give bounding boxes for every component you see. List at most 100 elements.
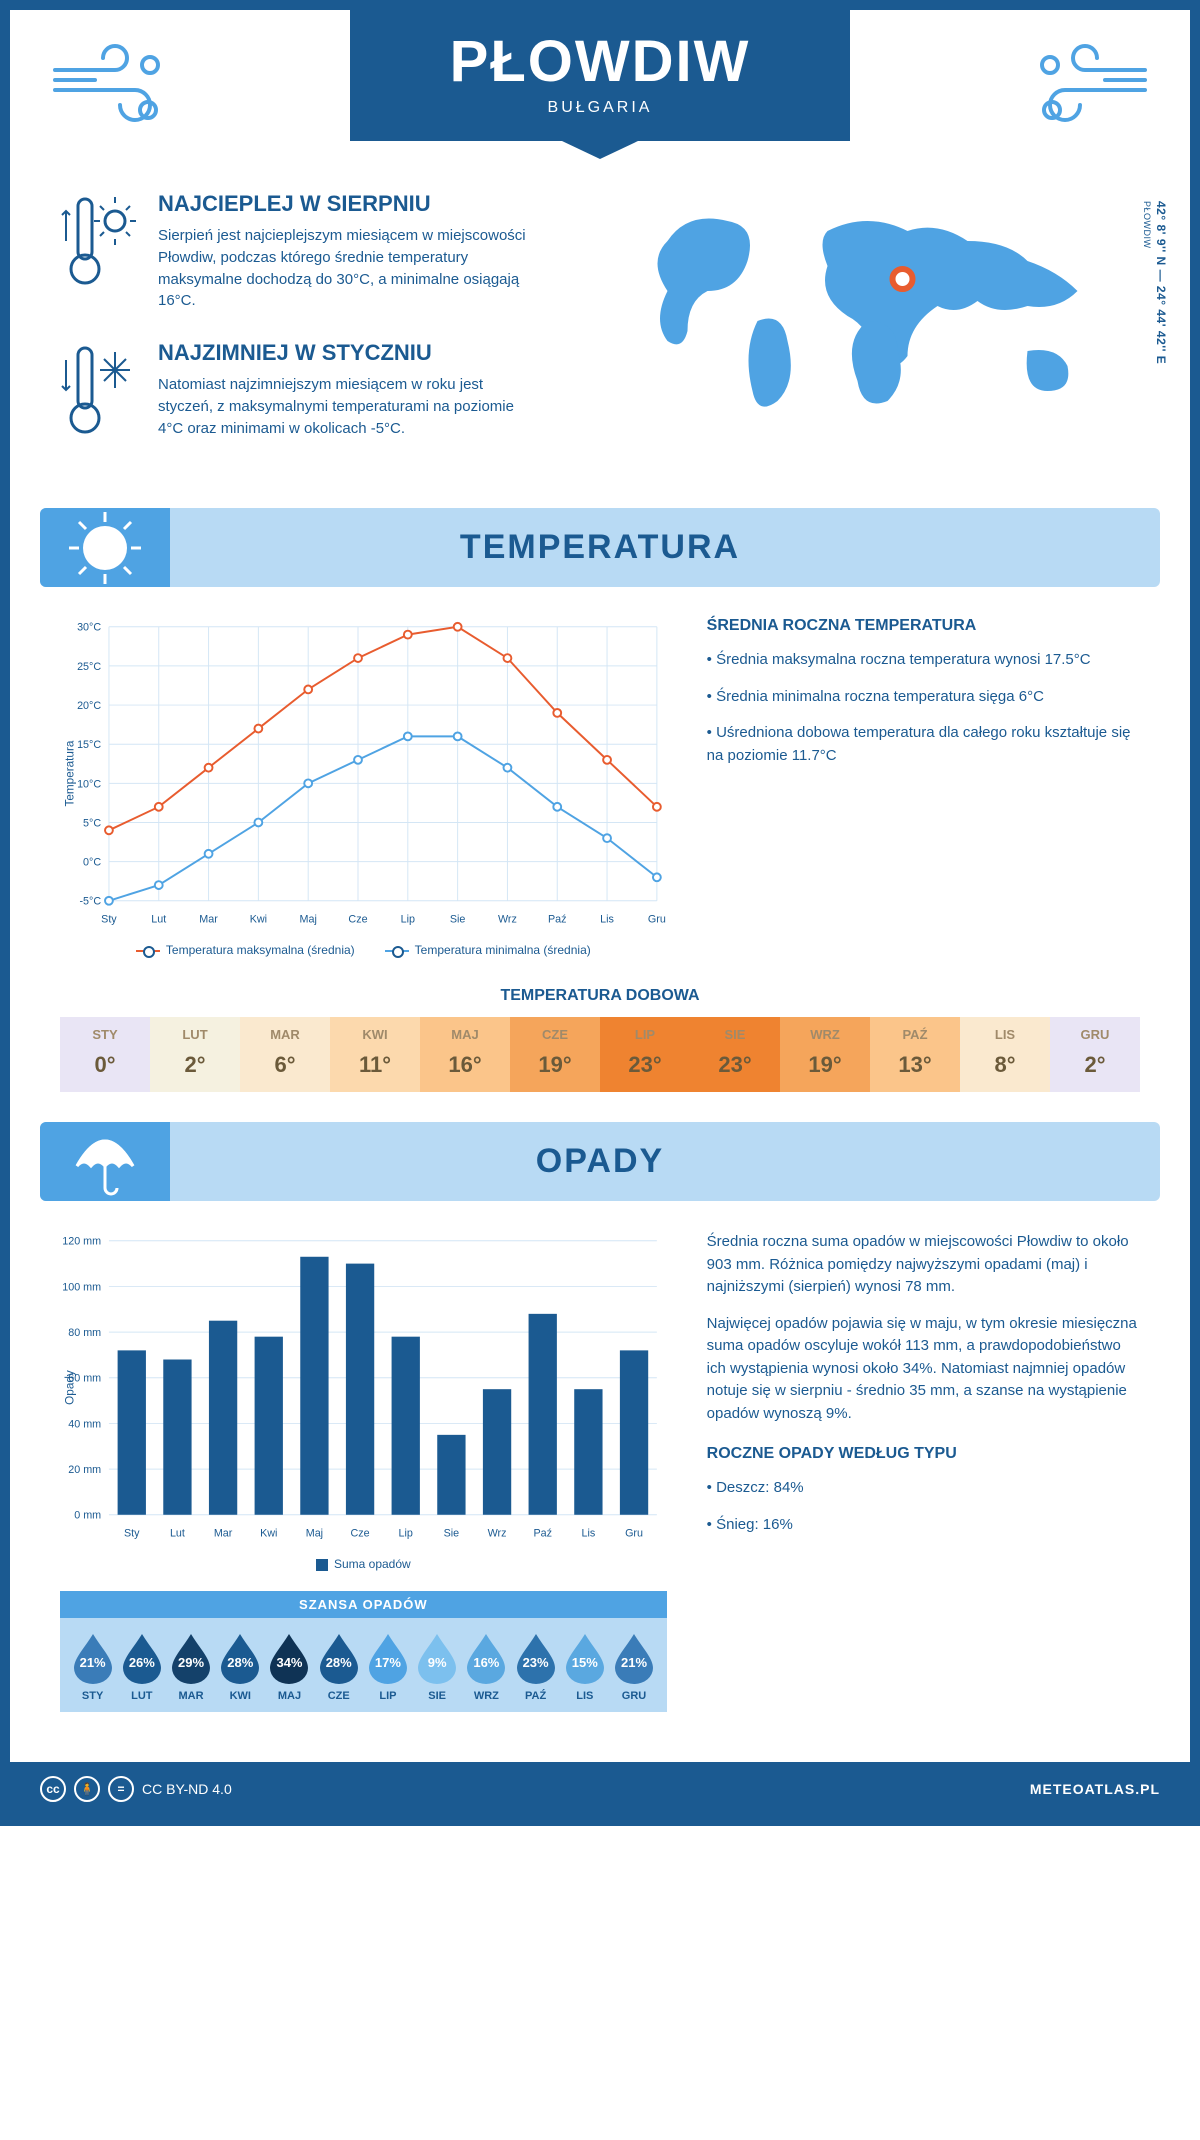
temp-summary: ŚREDNIA ROCZNA TEMPERATURA • Średnia mak… (707, 617, 1140, 957)
svg-text:Paź: Paź (533, 1527, 552, 1539)
svg-text:Sie: Sie (450, 913, 466, 925)
chance-drop: 28%CZE (316, 1632, 361, 1702)
daily-month: LUT (150, 1027, 240, 1042)
svg-text:Gru: Gru (625, 1527, 643, 1539)
wind-decoration-right (1030, 40, 1150, 130)
world-map-block: 42° 8' 9'' N — 24° 44' 42'' E PŁOWDIW (615, 191, 1140, 468)
chance-title: SZANSA OPADÓW (60, 1591, 667, 1618)
daily-month: STY (60, 1027, 150, 1042)
chance-drop: 26% LUT (119, 1632, 164, 1702)
precip-p1: Średnia roczna suma opadów w miejscowośc… (707, 1231, 1140, 1299)
precip-legend-label: Suma opadów (334, 1557, 411, 1571)
svg-text:Lis: Lis (600, 913, 614, 925)
section-precip-header: OPADY (40, 1122, 1160, 1201)
title-banner: PŁOWDIW BUŁGARIA (350, 10, 850, 141)
chance-drop: 16%WRZ (464, 1632, 509, 1702)
precip-p2: Najwięcej opadów pojawia się w maju, w t… (707, 1313, 1140, 1426)
infographic-page: PŁOWDIW BUŁGARIA NAJCIEPLEJ W SIERPNIU S… (0, 0, 1200, 1826)
climate-facts: NAJCIEPLEJ W SIERPNIU Sierpień jest najc… (60, 191, 585, 468)
precip-chance-block: SZANSA OPADÓW 21%STY26%LUT29%MAR28%KWI34… (60, 1591, 667, 1712)
temperature-chart-row: -5°C0°C5°C10°C15°C20°C25°C30°CStyLutMarK… (10, 587, 1190, 977)
coordinates: 42° 8' 9'' N — 24° 44' 42'' E PŁOWDIW (1140, 201, 1168, 364)
svg-text:40 mm: 40 mm (68, 1418, 101, 1430)
country-name: BUŁGARIA (390, 99, 810, 117)
svg-text:Lis: Lis (582, 1527, 596, 1539)
daily-cell: MAR6° (240, 1017, 330, 1092)
precip-type-2: • Śnieg: 16% (707, 1514, 1140, 1537)
chance-value: 26% (129, 1655, 155, 1670)
chance-value: 17% (375, 1655, 401, 1670)
svg-text:0 mm: 0 mm (74, 1510, 101, 1522)
warmest-title: NAJCIEPLEJ W SIERPNIU (158, 191, 538, 217)
precip-bar-chart: 0 mm20 mm40 mm60 mm80 mm100 mm120 mmStyL… (60, 1231, 667, 1712)
svg-text:Maj: Maj (306, 1527, 323, 1539)
svg-text:Sie: Sie (444, 1527, 460, 1539)
daily-value: 19° (780, 1052, 870, 1078)
license-text: CC BY-ND 4.0 (142, 1781, 232, 1797)
precip-type-title: ROCZNE OPADY WEDŁUG TYPU (707, 1445, 1140, 1463)
chance-value: 15% (572, 1655, 598, 1670)
daily-value: 11° (330, 1052, 420, 1078)
info-section: NAJCIEPLEJ W SIERPNIU Sierpień jest najc… (10, 151, 1190, 498)
daily-temp-title: TEMPERATURA DOBOWA (10, 987, 1190, 1005)
daily-month: MAJ (420, 1027, 510, 1042)
chance-value: 29% (178, 1655, 204, 1670)
header: PŁOWDIW BUŁGARIA (10, 10, 1190, 151)
daily-temp-table: STY0°LUT2°MAR6°KWI11°MAJ16°CZE19°LIP23°S… (60, 1017, 1140, 1092)
svg-text:Cze: Cze (348, 913, 367, 925)
chance-month: STY (70, 1690, 115, 1702)
chance-month: LUT (119, 1690, 164, 1702)
daily-cell: LIP23° (600, 1017, 690, 1092)
svg-text:Mar: Mar (214, 1527, 233, 1539)
chance-drop: 34%MAJ (267, 1632, 312, 1702)
chance-drop: 15%LIS (562, 1632, 607, 1702)
city-name: PŁOWDIW (390, 28, 810, 95)
chance-month: GRU (611, 1690, 656, 1702)
svg-text:Lut: Lut (170, 1527, 185, 1539)
svg-text:Cze: Cze (351, 1527, 370, 1539)
sun-icon (40, 508, 170, 587)
chance-value: 21% (80, 1655, 106, 1670)
daily-month: WRZ (780, 1027, 870, 1042)
daily-value: 0° (60, 1052, 150, 1078)
svg-text:120 mm: 120 mm (62, 1236, 101, 1248)
thermometer-sun-icon (60, 191, 140, 291)
coord-lon: 24° 44' 42'' E (1154, 286, 1168, 364)
chance-drop: 29% MAR (168, 1632, 213, 1702)
daily-cell: MAJ 16° (420, 1017, 510, 1092)
coord-label: PŁOWDIW (1142, 201, 1152, 249)
chance-month: WRZ (464, 1690, 509, 1702)
svg-text:Mar: Mar (199, 913, 218, 925)
svg-text:Kwi: Kwi (250, 913, 267, 925)
by-icon: 🧍 (74, 1776, 100, 1802)
daily-cell: WRZ 19° (780, 1017, 870, 1092)
daily-cell: PAŹ13° (870, 1017, 960, 1092)
svg-text:80 mm: 80 mm (68, 1327, 101, 1339)
coord-lat: 42° 8' 9'' N (1154, 201, 1168, 266)
nd-icon: = (108, 1776, 134, 1802)
thermometer-snow-icon (60, 340, 140, 440)
precip-chart-row: 0 mm20 mm40 mm60 mm80 mm100 mm120 mmStyL… (10, 1201, 1190, 1732)
daily-value: 16° (420, 1052, 510, 1078)
svg-text:Lip: Lip (399, 1527, 413, 1539)
coldest-title: NAJZIMNIEJ W STYCZNIU (158, 340, 538, 366)
svg-text:Maj: Maj (300, 913, 317, 925)
svg-text:Sty: Sty (101, 913, 117, 925)
svg-text:Lip: Lip (401, 913, 415, 925)
svg-text:Wrz: Wrz (498, 913, 517, 925)
chance-value: 34% (276, 1655, 302, 1670)
umbrella-icon (40, 1122, 170, 1201)
chance-month: MAR (168, 1690, 213, 1702)
daily-month: SIE (690, 1027, 780, 1042)
chance-drop: 21%GRU (611, 1632, 656, 1702)
warmest-fact: NAJCIEPLEJ W SIERPNIU Sierpień jest najc… (60, 191, 585, 312)
legend-min: Temperatura minimalna (średnia) (415, 943, 591, 957)
svg-text:Gru: Gru (648, 913, 666, 925)
temp-bullet-1: • Średnia maksymalna roczna temperatura … (707, 649, 1140, 672)
chance-month: PAŹ (513, 1690, 558, 1702)
daily-month: LIP (600, 1027, 690, 1042)
daily-month: GRU (1050, 1027, 1140, 1042)
daily-value: 8° (960, 1052, 1050, 1078)
svg-text:Sty: Sty (124, 1527, 140, 1539)
temp-bullet-2: • Średnia minimalna roczna temperatura s… (707, 686, 1140, 709)
